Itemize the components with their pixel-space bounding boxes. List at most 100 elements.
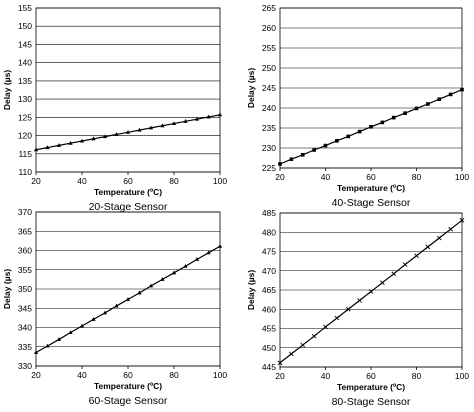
data-point (460, 87, 464, 92)
data-point (369, 125, 373, 129)
data-point (194, 257, 200, 261)
x-tick-label: 40 (321, 371, 331, 381)
chart-panel-4: 445 450 455 460 465 470 475 480 485 20 40 60 80 100 De… (246, 208, 469, 408)
data-point (425, 244, 431, 250)
data-point (448, 226, 453, 232)
data-point (289, 351, 294, 357)
y-tick-label: 140 (18, 58, 32, 68)
y-tick-label: 475 (262, 247, 276, 257)
chart-panel-1: 110 115 120 125 130 135 140 145 150 155 20 40 60 80 10… (2, 3, 227, 213)
x-tick-label: 80 (169, 176, 179, 186)
y-tick-label: 235 (262, 123, 276, 133)
x-axis-label: Temperature (ºC) (337, 183, 405, 193)
y-tick-label: 250 (262, 63, 276, 73)
data-point (323, 324, 328, 330)
y-tick-label: 350 (18, 284, 32, 294)
x-tick-label: 100 (213, 370, 227, 380)
x-tick-label: 80 (169, 370, 179, 380)
x-tick-label: 60 (123, 370, 133, 380)
data-point (323, 143, 328, 148)
data-point (391, 271, 397, 277)
y-tick-label: 120 (18, 131, 32, 141)
y-tick-label: 230 (262, 143, 276, 153)
data-point (311, 333, 317, 339)
chart-title: 40-Stage Sensor (332, 197, 411, 209)
data-point (160, 277, 165, 281)
data-point (171, 270, 177, 275)
x-axis-label: Temperature (ºC) (94, 381, 162, 391)
y-tick-label: 115 (18, 149, 32, 159)
y-tick-label: 360 (18, 246, 32, 256)
y-tick-label: 340 (18, 323, 32, 333)
data-point (300, 342, 306, 348)
y-tick-label: 355 (18, 265, 32, 275)
y-tick-label: 365 (18, 226, 32, 236)
x-tick-label: 40 (321, 172, 331, 182)
data-point (79, 323, 85, 328)
data-point (217, 112, 223, 117)
y-tick-label: 130 (18, 94, 32, 104)
data-point (91, 136, 96, 141)
x-tick-label: 80 (412, 371, 422, 381)
y-tick-label: 135 (18, 76, 32, 86)
chart-panel-2: 225 230 235 240 245 250 255 260 265 20 40 60 80 100 De… (246, 3, 469, 209)
y-tick-label: 225 (262, 163, 276, 173)
data-point (459, 217, 465, 223)
y-axis-label: Delay (µs) (246, 270, 256, 310)
x-tick-label: 100 (455, 371, 469, 381)
data-point (414, 106, 419, 111)
y-tick-label: 445 (262, 362, 276, 372)
x-tick-label: 60 (366, 371, 376, 381)
data-point (414, 253, 419, 259)
y-tick-label: 485 (262, 208, 276, 218)
data-point (300, 153, 305, 157)
data-point (102, 310, 108, 315)
data-point (437, 97, 442, 101)
data-point (137, 127, 142, 132)
y-tick-label: 465 (262, 285, 276, 295)
data-point (448, 92, 453, 97)
y-tick-label: 240 (262, 103, 276, 113)
data-point (125, 129, 131, 134)
data-point (45, 343, 50, 348)
y-tick-label: 245 (262, 83, 276, 93)
y-tick-label: 255 (262, 43, 276, 53)
data-point (391, 115, 396, 120)
data-point (206, 250, 211, 255)
chart-title: 60-Stage Sensor (89, 395, 168, 407)
x-tick-label: 100 (455, 172, 469, 182)
data-point (380, 280, 385, 286)
data-point (278, 162, 282, 166)
data-point (33, 147, 39, 152)
data-point (206, 114, 211, 119)
x-tick-label: 20 (31, 176, 41, 186)
y-axis-label: Delay (µs) (2, 70, 12, 110)
y-axis-label: Delay (µs) (246, 68, 256, 108)
x-tick-label: 20 (31, 370, 41, 380)
y-tick-label: 330 (18, 361, 32, 371)
data-point (436, 235, 442, 241)
data-point (33, 350, 39, 355)
y-tick-label: 450 (262, 343, 276, 353)
x-tick-label: 40 (77, 370, 87, 380)
data-point (312, 148, 316, 152)
y-tick-label: 155 (18, 3, 32, 13)
data-point (277, 360, 283, 366)
x-tick-label: 20 (275, 172, 285, 182)
data-point (160, 123, 165, 128)
chart-title: 80-Stage Sensor (332, 396, 411, 408)
data-point (137, 290, 142, 295)
data-point (79, 138, 85, 143)
data-point (148, 125, 154, 130)
data-point (56, 143, 62, 147)
data-point (114, 132, 119, 136)
data-point (403, 111, 407, 115)
data-point (217, 243, 223, 248)
data-point (56, 337, 62, 341)
y-tick-label: 335 (18, 342, 32, 352)
data-point (334, 315, 340, 321)
data-point (357, 298, 362, 303)
x-tick-label: 40 (77, 176, 87, 186)
y-tick-label: 480 (262, 227, 276, 237)
y-tick-label: 265 (262, 3, 276, 13)
